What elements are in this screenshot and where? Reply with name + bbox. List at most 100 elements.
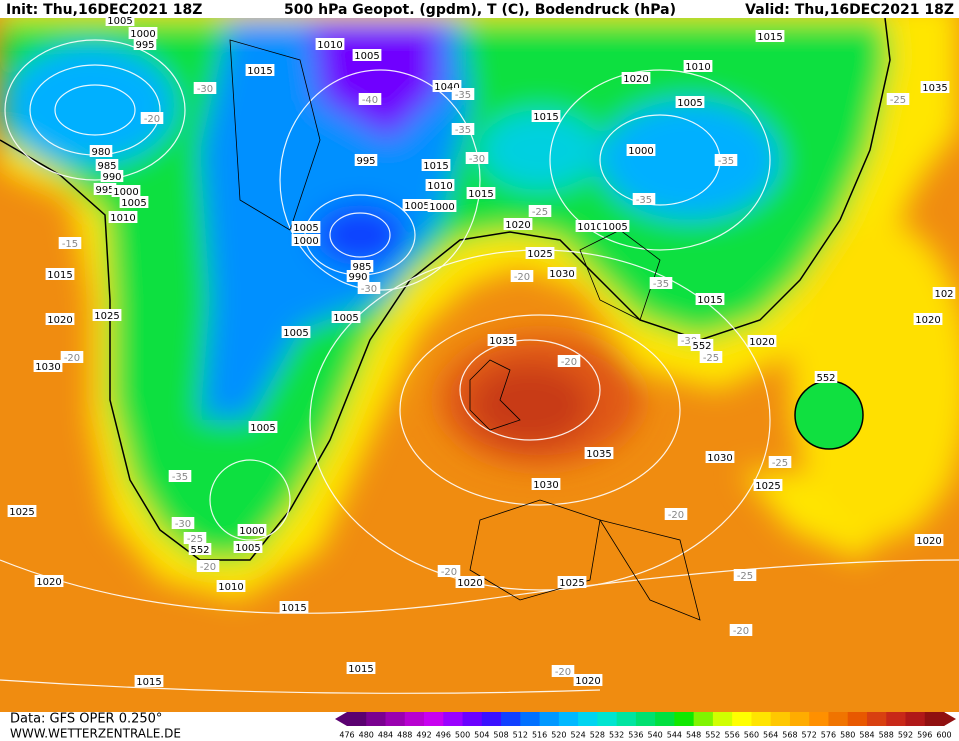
- label-box: [93, 183, 117, 195]
- map-label: 985: [352, 262, 371, 273]
- colorbar-swatch: [886, 712, 906, 726]
- label-box: [768, 456, 792, 468]
- map-label: 1010: [218, 582, 243, 593]
- label-box: [753, 479, 783, 491]
- colorbar-tick-label: 512: [513, 731, 528, 740]
- map-label: 1005: [354, 51, 379, 62]
- label-box: [528, 205, 552, 217]
- label-box: [913, 313, 943, 325]
- map-label: 1000: [130, 29, 155, 40]
- colorbar-tick-label: 560: [744, 731, 759, 740]
- website: WWW.WETTERZENTRALE.DE: [10, 727, 181, 741]
- colorbar-swatch: [789, 712, 810, 726]
- label-box: [291, 221, 321, 233]
- map-label: 1030: [35, 362, 60, 373]
- colorbar-tick-label: 508: [493, 731, 508, 740]
- map-label: 1025: [9, 507, 34, 518]
- colorbar-tick-label: 500: [455, 731, 470, 740]
- label-box: [664, 508, 688, 520]
- map-label: -35: [718, 156, 734, 167]
- colorbar-swatch: [693, 712, 714, 726]
- label-box: [547, 267, 577, 279]
- colorbar-tick-label: 544: [667, 731, 682, 740]
- map-label: 552: [816, 373, 835, 384]
- colorbar-swatch: [809, 712, 829, 726]
- label-box: [451, 88, 475, 100]
- label-box: [451, 123, 475, 135]
- label-box: [649, 277, 673, 289]
- label-box: [455, 576, 485, 588]
- closed-contour: [794, 380, 864, 450]
- map-label: -35: [455, 125, 471, 136]
- map-label: 1000: [429, 202, 454, 213]
- map-label: 1015: [533, 112, 558, 123]
- label-box: [675, 96, 705, 108]
- colorbar-tick-label: 536: [628, 731, 643, 740]
- label-box: [733, 569, 757, 581]
- map-label: -30: [361, 284, 377, 295]
- colorbar-swatch: [462, 712, 483, 726]
- label-box: [510, 270, 534, 282]
- colorbar-swatch: [443, 712, 464, 726]
- colorbar-tick-label: 496: [436, 731, 451, 740]
- map-label: 1005: [293, 223, 318, 234]
- map-label: 1015: [281, 603, 306, 614]
- label-box: [45, 313, 75, 325]
- colorbar-tick-label: 596: [917, 731, 932, 740]
- colorbar-swatch: [616, 712, 637, 726]
- label-box: [119, 196, 149, 208]
- label-box: [196, 560, 220, 572]
- label-box: [89, 145, 113, 157]
- map-label: 1005: [333, 313, 358, 324]
- map-label: 1005: [107, 16, 132, 27]
- valid-time: Valid: Thu,16DEC2021 18Z: [745, 2, 954, 18]
- map-label: 995: [135, 40, 154, 51]
- map-label: 1005: [283, 328, 308, 339]
- colorbar-swatch: [847, 712, 868, 726]
- label-box: [245, 64, 275, 76]
- map-title: 500 hPa Geopot. (gpdm), T (C), Bodendruc…: [284, 2, 676, 18]
- label-box: [557, 355, 581, 367]
- map-label: 1000: [628, 146, 653, 157]
- label-box: [193, 82, 217, 94]
- label-box: [92, 309, 122, 321]
- label-box: [291, 234, 321, 246]
- label-box: [714, 154, 738, 166]
- colorbar-swatch: [732, 712, 752, 726]
- map-label: 1015: [348, 664, 373, 675]
- map-label: 1035: [922, 83, 947, 94]
- label-box: [108, 211, 138, 223]
- label-box: [188, 543, 212, 555]
- map-label: 1005: [602, 222, 627, 233]
- colorbar-swatch: [558, 712, 579, 726]
- label-box: [216, 580, 246, 592]
- colorbar-tick-label: 548: [686, 731, 701, 740]
- map-label: -30: [197, 84, 213, 95]
- label-box: [34, 575, 64, 587]
- map-label: -20: [514, 272, 530, 283]
- map-label: 1030: [533, 480, 558, 491]
- map-label: -25: [772, 458, 788, 469]
- label-box: [531, 478, 561, 490]
- colorbar-swatch: [481, 712, 502, 726]
- map-label: -15: [62, 239, 78, 250]
- map-label: 1025: [94, 311, 119, 322]
- init-time: Init: Thu,16DEC2021 18Z: [6, 2, 202, 18]
- map-label: -20: [733, 626, 749, 637]
- label-box: [575, 220, 605, 232]
- map-label: 1005: [404, 201, 429, 212]
- map-label: -25: [890, 95, 906, 106]
- colorbar-tick-label: 484: [378, 731, 393, 740]
- map-label: 1015: [697, 295, 722, 306]
- map-label: 995: [95, 185, 114, 196]
- data-source: Data: GFS OPER 0.250°: [10, 712, 162, 727]
- label-box: [466, 187, 496, 199]
- map-label: 1005: [121, 198, 146, 209]
- colorbar-swatch: [404, 712, 425, 726]
- label-box: [33, 360, 63, 372]
- label-box: [237, 524, 267, 536]
- map-label: 552: [190, 545, 209, 556]
- map-label: 102: [934, 289, 953, 300]
- map-label: 1005: [235, 543, 260, 554]
